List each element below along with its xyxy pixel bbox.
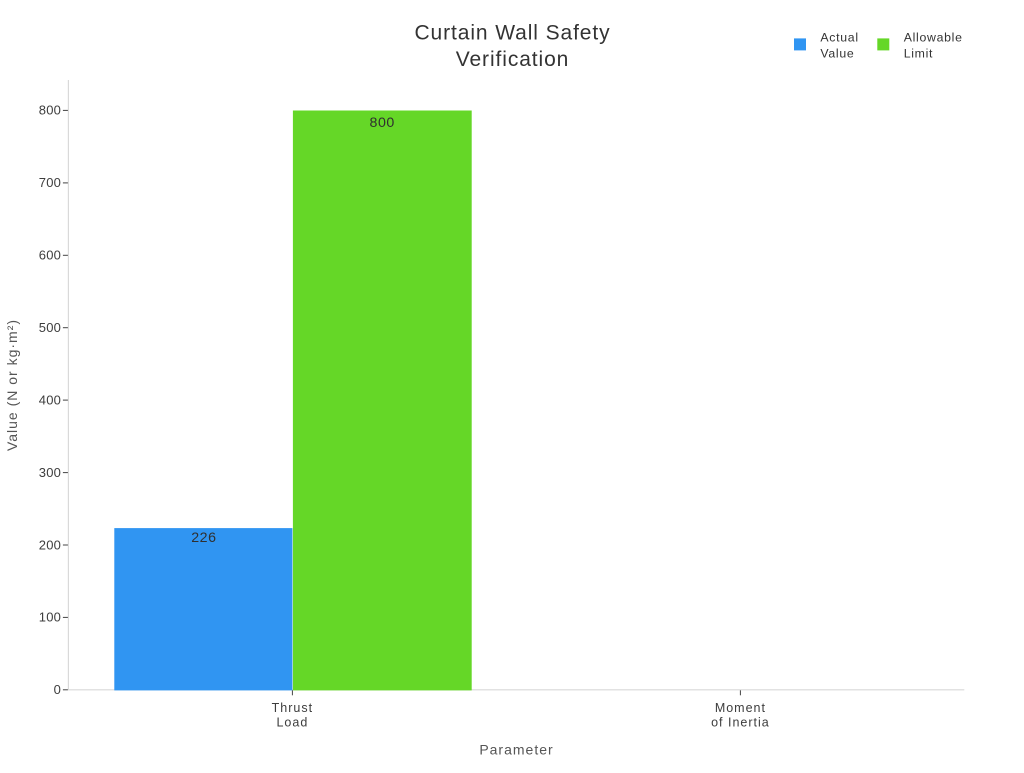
svg-text:500: 500 — [39, 320, 61, 335]
svg-text:Load: Load — [276, 716, 308, 730]
svg-text:0: 0 — [54, 682, 61, 697]
svg-text:Value: Value — [820, 47, 854, 61]
svg-text:Curtain Wall Safety: Curtain Wall Safety — [414, 22, 610, 45]
svg-text:Moment: Moment — [715, 701, 766, 715]
svg-text:200: 200 — [39, 537, 61, 552]
svg-text:600: 600 — [39, 248, 61, 263]
svg-text:Allowable: Allowable — [904, 30, 963, 44]
svg-text:800: 800 — [370, 115, 395, 131]
svg-text:Parameter: Parameter — [479, 741, 553, 757]
svg-text:Limit: Limit — [904, 47, 933, 61]
svg-text:Value (N or kg·m²): Value (N or kg·m²) — [4, 319, 20, 451]
svg-text:800: 800 — [39, 103, 61, 118]
svg-text:226: 226 — [191, 530, 216, 546]
svg-text:300: 300 — [39, 465, 61, 480]
svg-text:Thrust: Thrust — [272, 701, 313, 715]
svg-text:100: 100 — [39, 610, 61, 625]
svg-text:of Inertia: of Inertia — [711, 716, 770, 730]
svg-text:Verification: Verification — [456, 48, 570, 71]
svg-text:400: 400 — [39, 392, 61, 407]
svg-text:Actual: Actual — [820, 30, 858, 44]
svg-text:700: 700 — [39, 175, 61, 190]
